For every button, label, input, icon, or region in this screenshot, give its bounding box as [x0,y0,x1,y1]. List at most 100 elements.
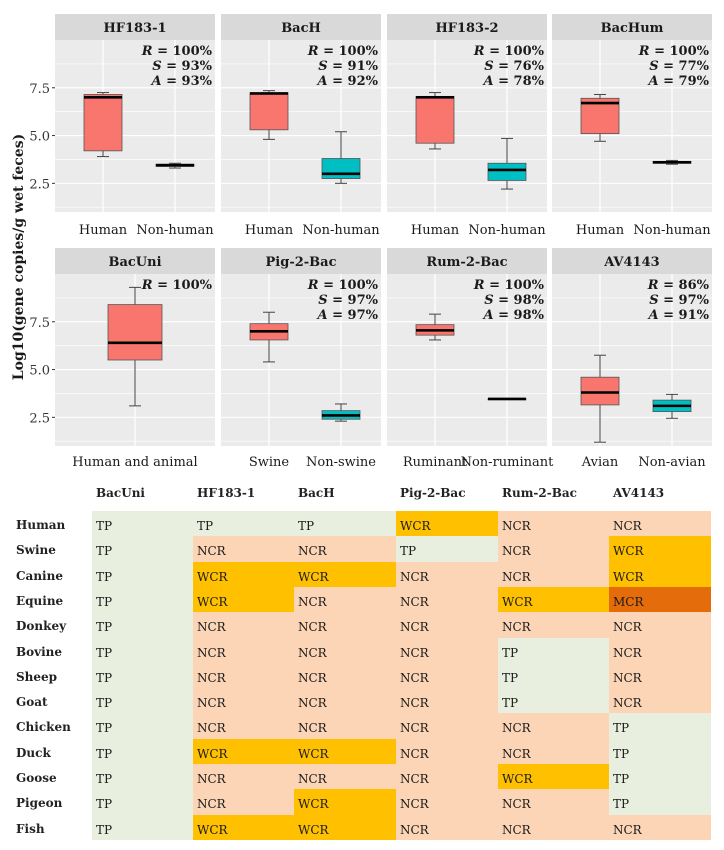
cross-reactivity-table: BacUni HF183-1 BacH Pig-2-Bac Rum-2-Bac AV414… [0,478,724,850]
table-cell: NCR [193,637,294,664]
y-axis-label: Log10(gene copies/g wet feces) [11,134,27,380]
box-non-ruminant [487,397,527,401]
stat-annotation: R = 86% [647,278,710,293]
table-cell: TP [92,662,193,689]
row-label: Equine [16,593,64,608]
row-label: Chicken [16,720,71,735]
table-cell: TP [92,738,193,765]
box-non-human [487,137,527,190]
table-cell: TP [92,688,193,714]
y-tick-label: 5.0 [29,130,50,145]
x-category-label: Swine [249,455,290,470]
stat-annotation: R = 100% [141,44,213,59]
column-header: HF183-1 [197,486,256,500]
x-category-label: Human [79,223,128,238]
box-iqr [580,376,620,406]
column-header: AV4143 [613,486,665,500]
table-cell: NCR [609,814,711,841]
y-tick-label: 2.5 [29,177,50,192]
table-cell: NCR [396,561,498,588]
table-cell: TP [92,814,193,841]
panel-rum-2-bac [387,248,547,446]
row-label: Goose [16,771,57,785]
y-tick-label: 2.5 [29,411,50,426]
table-cell: NCR [396,688,498,714]
panel-strip [55,14,215,40]
stat-annotation: A = 79% [647,74,710,89]
table-cell: NCR [193,688,294,714]
table-cell: MCR [609,586,711,613]
table-cell: TP [609,764,711,790]
table-cell: TP [92,764,193,790]
table-cell: NCR [294,764,396,790]
stat-annotation: A = 78% [482,74,545,89]
row-label: Sheep [16,669,58,684]
stat-annotation: A = 92% [316,74,379,89]
table-cell: TP [92,637,193,664]
stat-annotation: A = 97% [316,308,379,323]
box-iqr [107,304,163,361]
box-ruminant [415,313,455,341]
table-cell: NCR [609,662,711,689]
table-cell: NCR [498,713,609,740]
row-label: Pigeon [16,796,63,811]
table-cell: NCR [294,536,396,563]
x-category-label: Non-human [136,223,214,238]
box-non-swine [321,403,361,422]
box-human [580,93,620,142]
box-iqr [415,95,455,144]
x-category-label: Non-human [468,223,546,238]
stat-annotation: R = 100% [307,44,379,59]
table-cell: NCR [294,713,396,740]
row-label: Goat [16,695,48,710]
table-cell: TP [294,511,396,537]
table-cell: WCR [294,814,396,841]
table-cell: NCR [193,764,294,790]
table-cell: NCR [193,789,294,816]
table-cell: TP [498,688,609,714]
table-cell: TP [92,536,193,563]
table-cell: NCR [193,662,294,689]
stat-annotation: A = 98% [482,308,545,323]
table-cell: NCR [396,814,498,841]
table-cell: NCR [396,713,498,740]
panel-title: BacH [281,21,321,36]
table-cell: TP [498,637,609,664]
table-cell: NCR [609,612,711,639]
stat-annotation: R = 100% [473,278,545,293]
table-cell: TP [92,789,193,816]
table-cell: WCR [609,536,711,563]
box-human [83,92,123,158]
table-cell: WCR [193,586,294,613]
table-cell: NCR [396,662,498,689]
table-cell: NCR [498,814,609,841]
table-cell: NCR [498,561,609,588]
panel-bacuni [52,248,215,446]
panel-strip [387,248,547,274]
table-cell: NCR [396,637,498,664]
column-header: Rum-2-Bac [502,486,577,500]
table-cell: WCR [294,561,396,588]
stat-annotation: R = 100% [638,44,710,59]
table-cell: NCR [294,637,396,664]
panel-pig-2-bac [221,248,381,446]
x-category-label: Human [245,223,294,238]
panel-hf183-2 [387,14,547,212]
x-category-label: Human [576,223,625,238]
table-cell: WCR [193,738,294,765]
table-cell: NCR [396,789,498,816]
box-non-avian [652,393,692,419]
box-iqr [487,162,527,181]
row-label: Human [16,518,66,532]
y-tick-label: 7.5 [29,316,50,331]
box-non-human [321,131,361,184]
x-category-label: Human [411,223,460,238]
table-cell: NCR [294,688,396,714]
x-category-label: Avian [581,455,619,470]
x-category-label: Non-human [302,223,380,238]
panel-bach [221,14,381,212]
table-cell: NCR [396,764,498,790]
table-cell: TP [609,713,711,740]
panel-title: AV4143 [603,255,659,270]
panel-strip [387,14,547,40]
